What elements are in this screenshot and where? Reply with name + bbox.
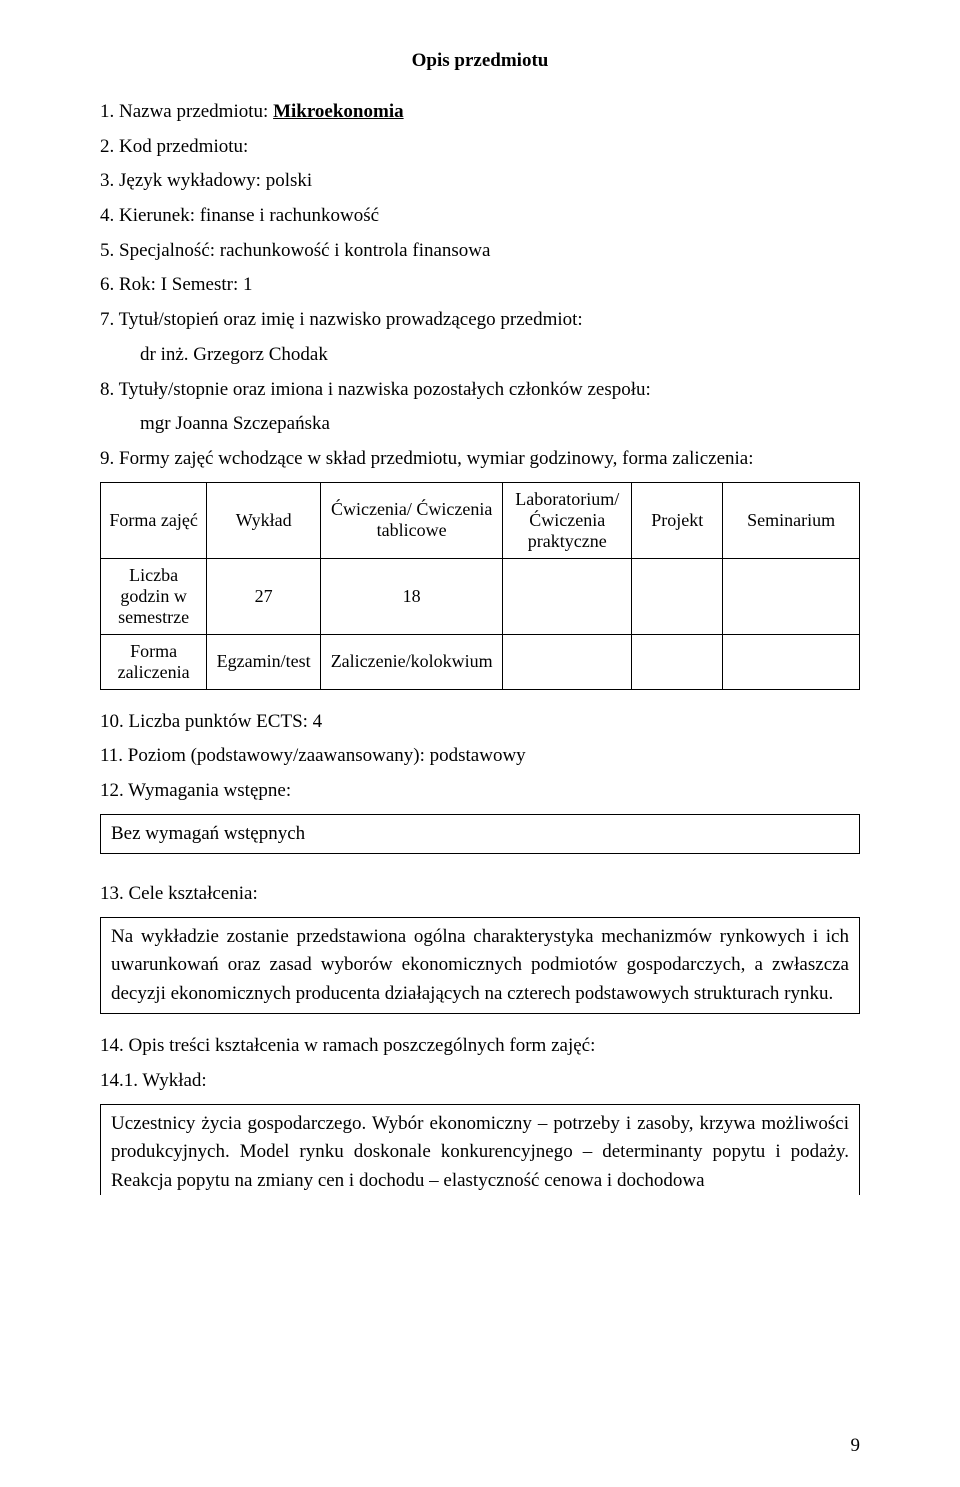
page-container: Opis przedmiotu 1. Nazwa przedmiotu: Mik… <box>0 0 960 1487</box>
item-6: 6. Rok: I Semestr: 1 <box>100 273 860 298</box>
th-laboratorium: Laboratorium/ Ćwiczenia praktyczne <box>503 482 632 558</box>
th-forma-zajec: Forma zajęć <box>101 482 207 558</box>
item-2: 2. Kod przedmiotu: <box>100 135 860 160</box>
cell <box>632 558 723 634</box>
item-4: 4. Kierunek: finanse i rachunkowość <box>100 204 860 229</box>
item-1: 1. Nazwa przedmiotu: Mikroekonomia <box>100 100 860 125</box>
cell: Zaliczenie/kolokwium <box>321 634 503 689</box>
th-wyklad: Wykład <box>207 482 321 558</box>
item-5: 5. Specjalność: rachunkowość i kontrola … <box>100 239 860 264</box>
item-11: 11. Poziom (podstawowy/zaawansowany): po… <box>100 744 860 769</box>
item-14-1: 14.1. Wykład: <box>100 1069 860 1094</box>
cell <box>723 634 860 689</box>
th-seminarium: Seminarium <box>723 482 860 558</box>
table-row: Liczba godzin w semestrze 27 18 <box>101 558 860 634</box>
page-title: Opis przedmiotu <box>100 50 860 72</box>
cell <box>632 634 723 689</box>
cell <box>723 558 860 634</box>
cell <box>503 558 632 634</box>
table-header-row: Forma zajęć Wykład Ćwiczenia/ Ćwiczenia … <box>101 482 860 558</box>
page-number: 9 <box>851 1435 861 1457</box>
item-14-1-box: Uczestnicy życia gospodarczego. Wybór ek… <box>100 1104 860 1196</box>
item-13: 13. Cele kształcenia: <box>100 882 860 907</box>
table-row: Forma zaliczenia Egzamin/test Zaliczenie… <box>101 634 860 689</box>
item-8-sub: mgr Joanna Szczepańska <box>140 412 860 437</box>
item-14: 14. Opis treści kształcenia w ramach pos… <box>100 1034 860 1059</box>
item-10: 10. Liczba punktów ECTS: 4 <box>100 710 860 735</box>
item-9: 9. Formy zajęć wchodzące w skład przedmi… <box>100 447 860 472</box>
th-projekt: Projekt <box>632 482 723 558</box>
row-label: Liczba godzin w semestrze <box>101 558 207 634</box>
item-7: 7. Tytuł/stopień oraz imię i nazwisko pr… <box>100 308 860 333</box>
item-1-subject-name: Mikroekonomia <box>273 101 404 122</box>
cell: 18 <box>321 558 503 634</box>
item-13-box: Na wykładzie zostanie przedstawiona ogól… <box>100 917 860 1015</box>
cell: 27 <box>207 558 321 634</box>
item-12-box: Bez wymagań wstępnych <box>100 814 860 855</box>
item-8: 8. Tytuły/stopnie oraz imiona i nazwiska… <box>100 378 860 403</box>
cell: Egzamin/test <box>207 634 321 689</box>
th-cwiczenia: Ćwiczenia/ Ćwiczenia tablicowe <box>321 482 503 558</box>
item-1-prefix: 1. Nazwa przedmiotu: <box>100 101 273 122</box>
row-label: Forma zaliczenia <box>101 634 207 689</box>
item-3: 3. Język wykładowy: polski <box>100 169 860 194</box>
item-12: 12. Wymagania wstępne: <box>100 779 860 804</box>
cell <box>503 634 632 689</box>
item-7-sub: dr inż. Grzegorz Chodak <box>140 343 860 368</box>
forms-table: Forma zajęć Wykład Ćwiczenia/ Ćwiczenia … <box>100 482 860 690</box>
